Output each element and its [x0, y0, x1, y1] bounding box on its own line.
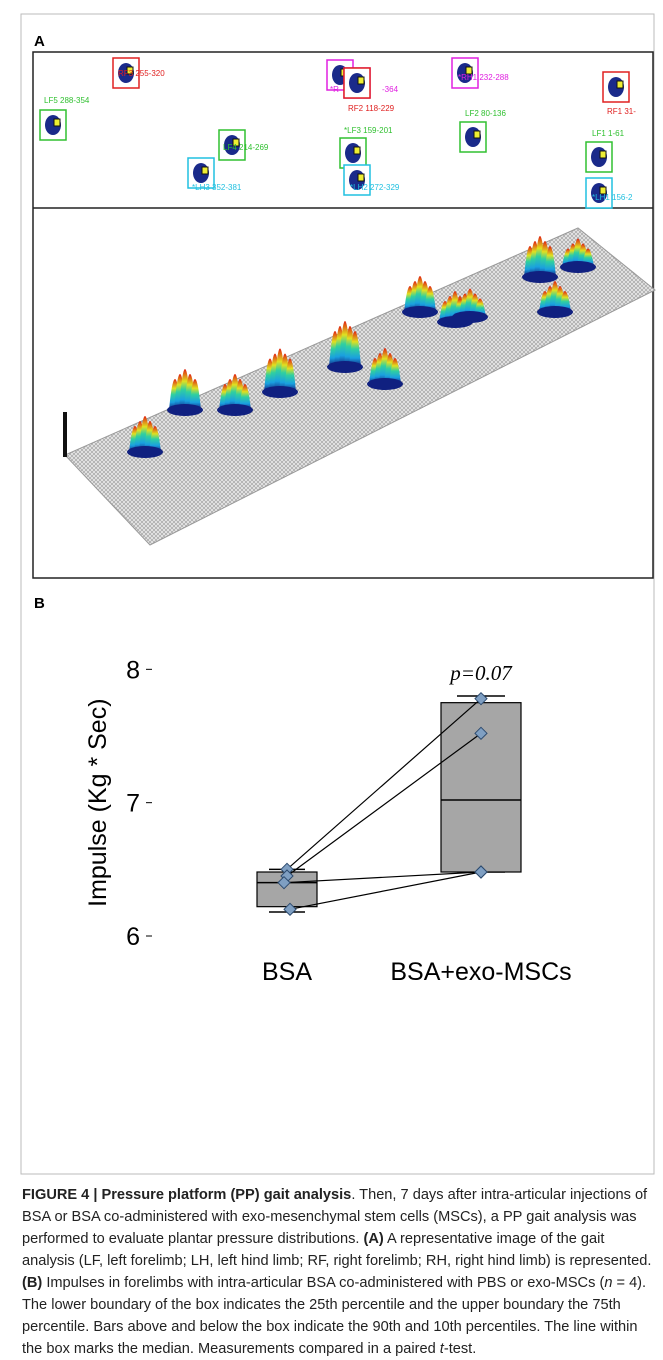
pressure-base: [452, 311, 488, 323]
pair-line: [283, 871, 482, 884]
page: A RF3 255-320 LF5 288-354 LF4 214-269 *LH3 …: [20, 13, 656, 1357]
panel-label: B: [34, 595, 45, 612]
data-point: [474, 865, 488, 879]
caption-text: A representative image of the gait analy…: [22, 1231, 652, 1269]
pressure-peak: [349, 331, 361, 367]
pressure-base: [367, 378, 403, 390]
footprint-label: *LH1 156-2: [592, 193, 633, 202]
footprint-mark: [473, 130, 481, 139]
footprint-mark: [616, 80, 624, 89]
x-tick-label: BSA: [262, 958, 312, 986]
footprint-label: *RH1 232-288: [458, 73, 509, 82]
pressure-peak: [284, 358, 296, 392]
footprint-label: LF1 1-61: [592, 129, 625, 138]
figure-border: [20, 13, 655, 1175]
footprint-label: *LF3 159-201: [344, 126, 393, 135]
footprint-mark: [357, 76, 365, 85]
caption-text: -test.: [443, 1341, 477, 1357]
pressure-base: [217, 404, 253, 416]
panel-a: RF3 255-320 LF5 288-354 LF4 214-269 *LH3 35…: [32, 51, 656, 579]
pressure-base: [262, 386, 298, 398]
caption: FIGURE 4 | Pressure platform (PP) gait a…: [22, 1184, 652, 1360]
pressure-base: [560, 261, 596, 273]
pair-line: [286, 698, 482, 870]
caption-title: FIGURE 4 | Pressure platform (PP) gait a…: [22, 1187, 352, 1203]
panel-label: A: [34, 33, 45, 50]
footprint-label: RF1 31-: [607, 107, 636, 116]
footprint-mark: [232, 138, 240, 147]
pressure-peak: [189, 379, 201, 410]
footprint-label: LF4 214-269: [223, 143, 269, 152]
caption-text: n: [604, 1275, 613, 1291]
footprint-mark: [599, 150, 607, 159]
pressure-peak: [544, 246, 556, 277]
figure: A RF3 255-320 LF5 288-354 LF4 214-269 *LH3 …: [20, 13, 656, 1175]
pair-line: [289, 871, 482, 910]
y-axis-label: Impulse (Kg * Sec): [84, 698, 112, 906]
data-point: [474, 691, 488, 706]
footprint-label: RF2 118-229: [348, 104, 395, 113]
y-tick-label: 7: [126, 790, 140, 818]
caption-text: (B): [22, 1275, 43, 1291]
pressure-peak: [149, 426, 161, 452]
footprint-mark: [201, 166, 209, 175]
footprint-label: *LH2 272-329: [350, 183, 400, 192]
data-point: [474, 726, 488, 741]
pressure-base: [402, 306, 438, 318]
y-tick-label: 8: [126, 656, 140, 684]
panel-b: Impulse (Kg * Sec) 6 7 8 BSA BSA+exo-MSCs p=0.…: [84, 656, 572, 986]
footprint-mark: [465, 66, 473, 75]
caption-text: (A): [363, 1231, 384, 1247]
footprint-mark: [53, 118, 61, 127]
footprint-mark: [126, 66, 134, 75]
caption-text: . Then, 7 days after intra-articular inj…: [22, 1187, 648, 1247]
x-tick-label: BSA+exo-MSCs: [390, 958, 571, 986]
data-point: [283, 902, 297, 917]
pressure-base: [522, 271, 558, 283]
footprint-label: LF2 80-136: [465, 109, 506, 118]
footprint-label: LF5 288-354: [44, 96, 90, 105]
y-tick-label: 6: [126, 923, 140, 951]
pair-line: [286, 732, 482, 877]
pressure-base: [537, 306, 573, 318]
footprint-label: *LH3 352-381: [192, 183, 242, 192]
pressure-peak: [239, 384, 251, 410]
footprint-label: -364: [382, 85, 399, 94]
footprint-mark: [599, 186, 607, 195]
caption-text: Impulses in forelimbs with intra-articul…: [42, 1275, 605, 1291]
pressure-base: [327, 361, 363, 373]
data-point: [277, 875, 291, 890]
pressure-base: [167, 404, 203, 416]
pressure-base: [127, 446, 163, 458]
footprint-label: *R: [330, 85, 339, 94]
footprint-label: RF3 255-320: [118, 69, 165, 78]
footprint-mark: [353, 146, 361, 155]
annotation: p=0.07: [448, 661, 513, 685]
pressure-peak: [389, 358, 401, 384]
pressure-peak: [424, 286, 436, 312]
footprint-mark: [357, 173, 365, 182]
